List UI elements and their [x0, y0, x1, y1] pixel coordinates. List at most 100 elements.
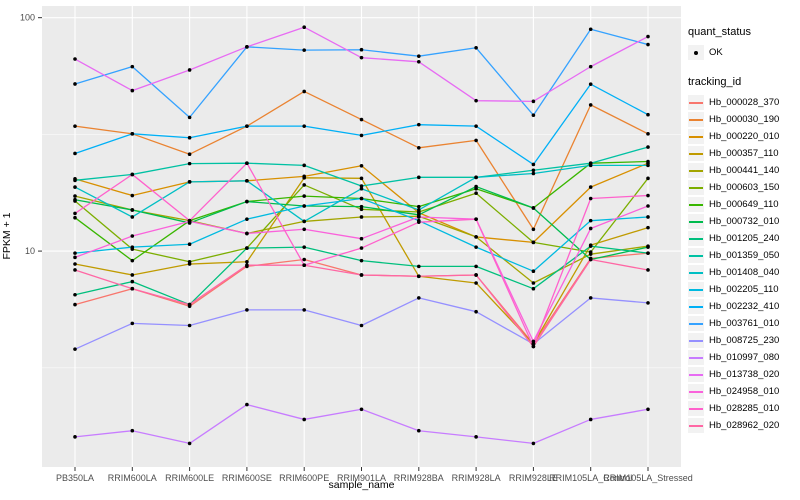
data-point: [646, 42, 650, 47]
data-point: [531, 168, 536, 173]
legend-line-swatch: [689, 373, 703, 376]
legend-line-swatch: [689, 169, 703, 172]
data-point: [646, 204, 650, 208]
data-point: [187, 259, 192, 264]
x-tick-label: RRIM600PE: [279, 473, 329, 483]
data-point: [302, 124, 307, 128]
legend-title-tracking-id: tracking_id: [688, 76, 742, 88]
data-point: [417, 204, 421, 209]
legend-item-Hb_001408_040: Hb_001408_040: [688, 265, 798, 280]
data-point: [302, 257, 307, 262]
data-point: [588, 82, 593, 86]
data-point: [130, 64, 135, 69]
data-point: [359, 323, 364, 328]
legend-item-Hb_000030_190: Hb_000030_190: [688, 112, 798, 127]
data-point: [646, 193, 650, 198]
data-point: [588, 417, 593, 422]
legend-key-box: [688, 180, 704, 195]
data-point: [73, 185, 77, 189]
data-point: [359, 273, 364, 277]
x-tick-label: RRIM928LA: [452, 473, 501, 483]
data-point: [474, 235, 478, 239]
data-point: [417, 220, 421, 224]
data-point: [646, 112, 650, 117]
data-point: [302, 204, 307, 208]
data-point: [531, 342, 536, 346]
legend-line-swatch: [689, 220, 703, 223]
legend-item-Hb_028962_020: Hb_028962_020: [688, 418, 798, 433]
data-point: [531, 269, 536, 274]
data-point: [73, 194, 77, 198]
legend-item-Hb_002205_110: Hb_002205_110: [688, 282, 798, 297]
legend-item-label: Hb_010997_080: [709, 352, 780, 363]
legend-item-label: Hb_002232_410: [709, 301, 780, 312]
legend-key-box: [688, 401, 704, 416]
data-point: [245, 263, 249, 268]
data-point: [245, 259, 249, 264]
data-point: [588, 196, 593, 201]
data-point: [245, 231, 249, 236]
data-point: [531, 441, 536, 446]
data-point: [130, 286, 135, 291]
data-point: [474, 138, 478, 143]
legend-item-Hb_024958_010: Hb_024958_010: [688, 384, 798, 399]
legend-item-Hb_028285_010: Hb_028285_010: [688, 401, 798, 416]
legend-key-box: [688, 367, 704, 382]
data-point: [187, 218, 192, 223]
data-point: [245, 308, 249, 312]
data-point: [245, 199, 249, 204]
data-point: [646, 163, 650, 168]
legend-line-swatch: [689, 118, 703, 121]
data-point: [646, 176, 650, 181]
data-point: [130, 215, 135, 219]
legend-line-swatch: [689, 271, 703, 274]
data-point: [417, 215, 421, 219]
data-point: [474, 273, 478, 277]
data-point: [359, 258, 364, 263]
legend-item-Hb_013738_020: Hb_013738_020: [688, 367, 798, 382]
data-point: [531, 339, 536, 344]
x-tick-label: RRIM105LA_Control: [549, 473, 632, 483]
data-point: [359, 163, 364, 168]
data-point: [130, 273, 135, 277]
data-point: [417, 122, 421, 127]
tracking-id-legend-list: Hb_000028_370 Hb_000030_190 Hb_000220_010 H…: [688, 95, 798, 433]
data-point: [474, 184, 478, 189]
data-point: [417, 208, 421, 212]
data-point: [130, 193, 135, 198]
data-point: [646, 215, 650, 219]
data-point: [73, 197, 77, 202]
data-point: [187, 68, 192, 72]
data-point: [302, 163, 307, 168]
data-point: [245, 246, 249, 250]
legend-key-box: [688, 95, 704, 110]
data-point: [302, 176, 307, 180]
legend-line-swatch: [689, 101, 703, 104]
legend-item-label: Hb_024958_010: [709, 386, 780, 397]
data-point: [474, 124, 478, 128]
data-point: [588, 103, 593, 107]
legend-item-label: Hb_000220_010: [709, 131, 780, 142]
data-point: [646, 145, 650, 149]
data-point: [245, 45, 249, 49]
legend-item-label: Hb_003761_010: [709, 318, 780, 329]
data-point: [588, 185, 593, 189]
data-point: [73, 215, 77, 220]
data-point: [73, 251, 77, 255]
legend-item-quant-ok: OK: [688, 45, 798, 60]
legend-item-label: Hb_002205_110: [709, 284, 779, 295]
data-point: [130, 234, 135, 238]
legend-item-Hb_002232_410: Hb_002232_410: [688, 299, 798, 314]
legend-item-label: Hb_001359_050: [709, 250, 780, 261]
data-point: [359, 246, 364, 250]
data-point: [130, 258, 135, 263]
data-point: [646, 34, 650, 39]
data-point: [302, 194, 307, 198]
legend-key-box: [688, 333, 704, 348]
data-point: [73, 347, 77, 351]
data-point: [588, 296, 593, 300]
legend-item-label: OK: [709, 47, 723, 58]
legend-key-box: [688, 316, 704, 331]
data-point: [531, 171, 536, 176]
data-point: [302, 417, 307, 422]
